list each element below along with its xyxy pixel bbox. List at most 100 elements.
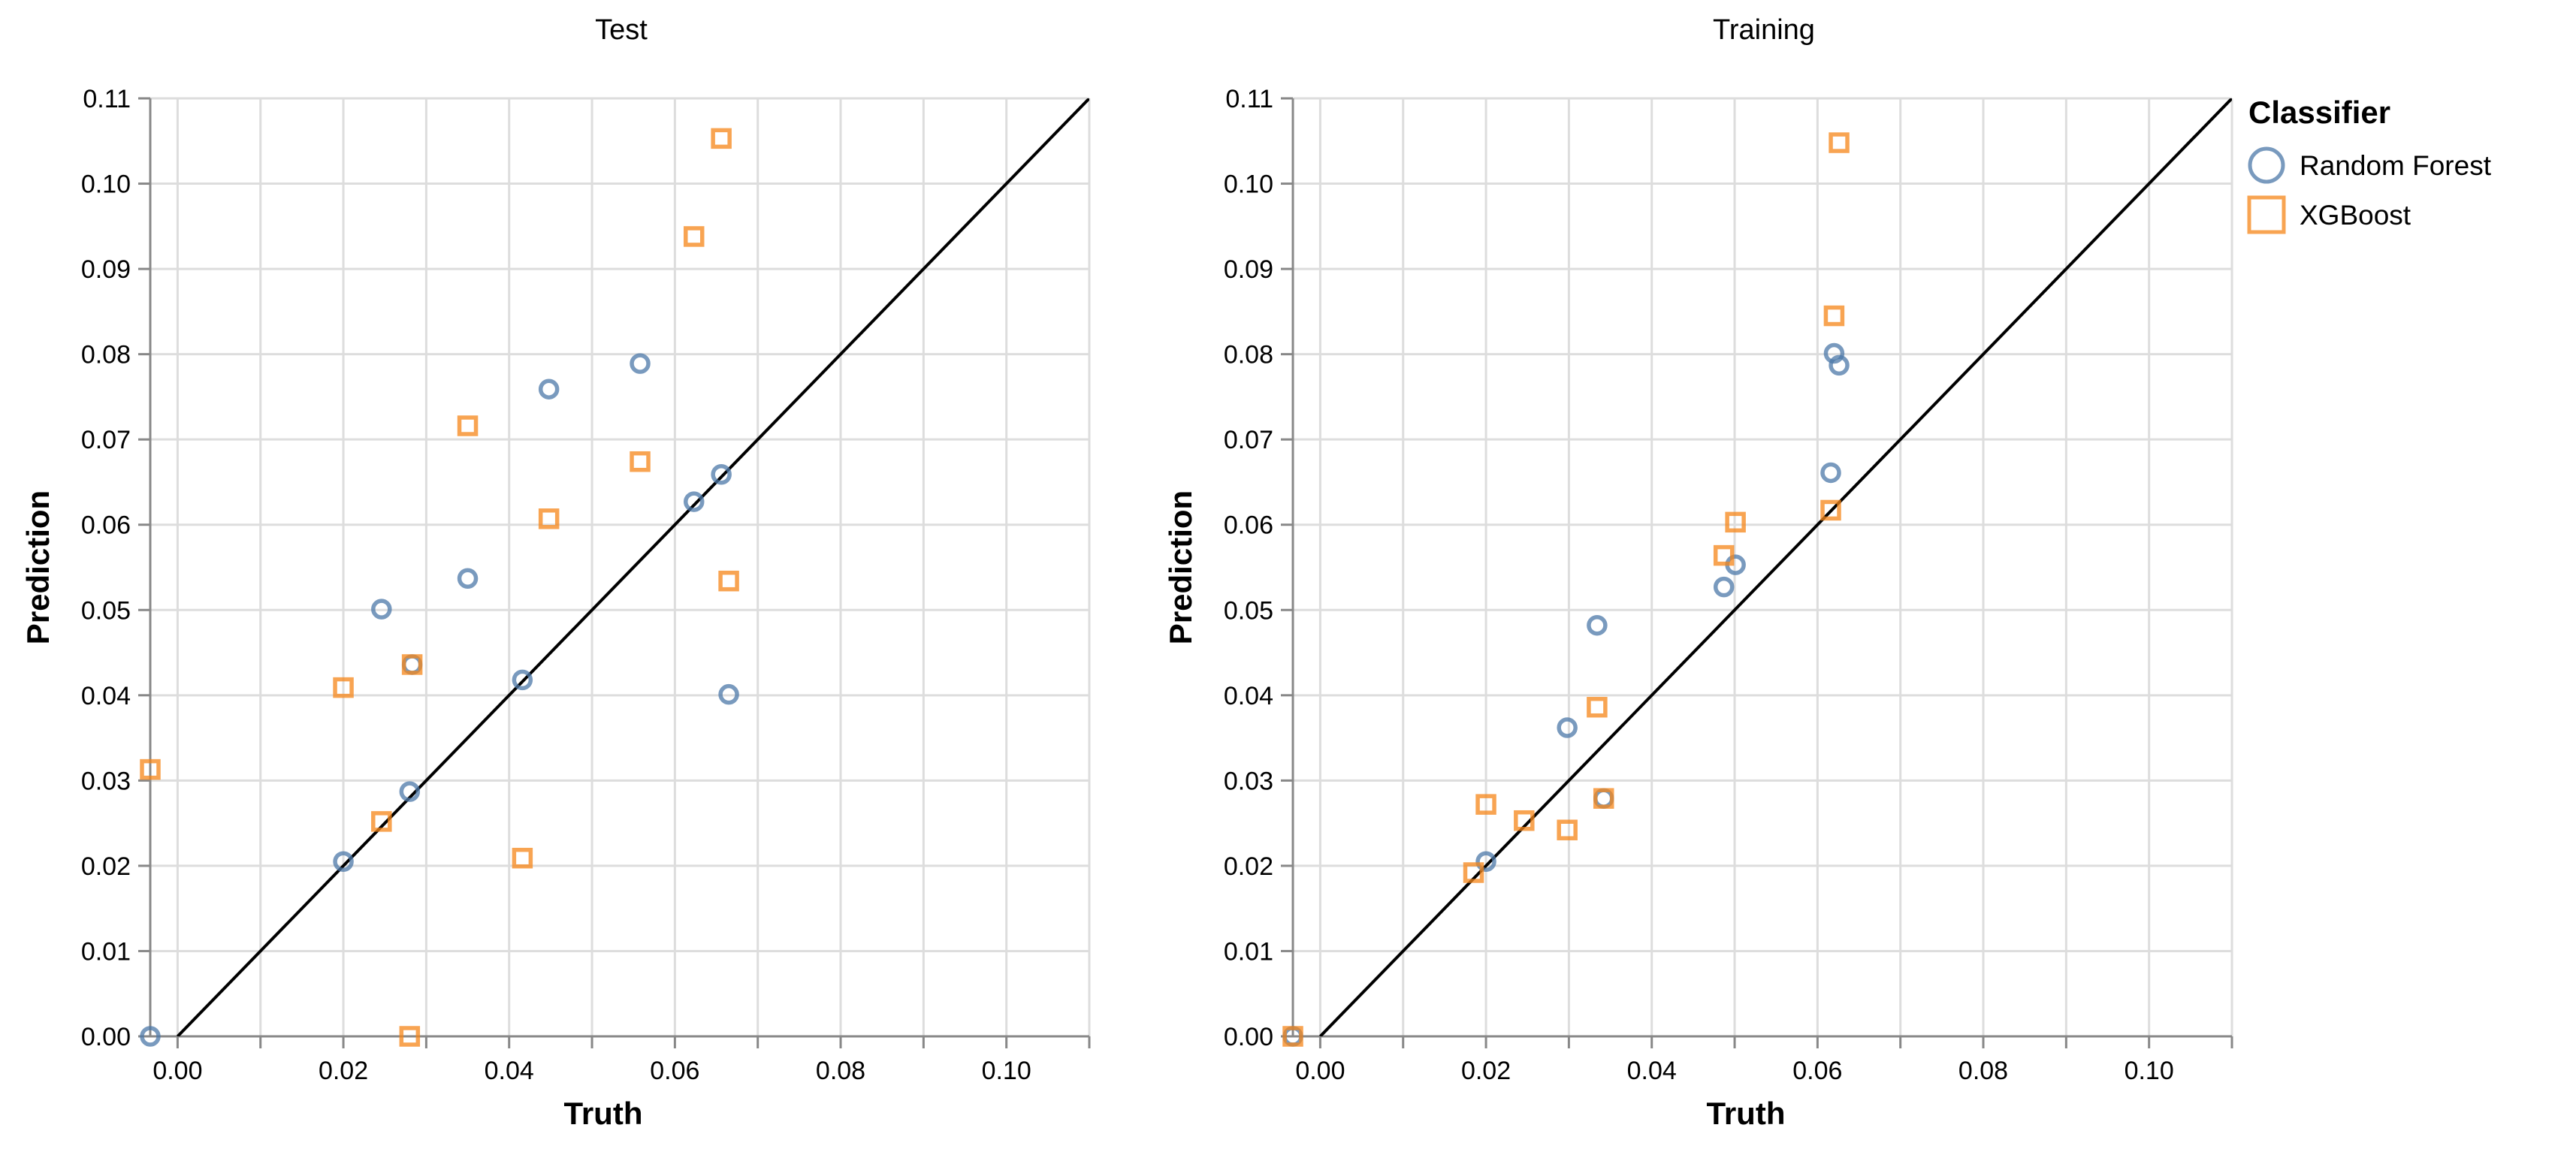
legend-title: Classifier [2248, 95, 2390, 130]
data-point [1587, 696, 1608, 718]
data-point [457, 568, 479, 590]
x-tick-label: 0.02 [1461, 1057, 1511, 1085]
data-point [1829, 132, 1850, 153]
x-tick-label: 0.04 [485, 1057, 534, 1085]
x-tick-label: 0.02 [319, 1057, 368, 1085]
y-axis-title: Prediction [20, 490, 56, 644]
identity-line [176, 98, 1089, 1036]
data-point [718, 570, 739, 592]
data-point [401, 654, 423, 675]
data-point [333, 677, 354, 698]
data-point [399, 1026, 421, 1047]
xgboost-square-icon [2247, 195, 2286, 234]
x-tick-label: 0.10 [982, 1057, 1031, 1085]
data-point [140, 758, 161, 780]
data-point [1557, 819, 1578, 840]
y-tick-label: 0.11 [1225, 85, 1273, 113]
legend-item-random-forest: Random Forest [2248, 146, 2492, 184]
x-tick-label: 0.06 [650, 1057, 699, 1085]
gridlines [150, 97, 1091, 1038]
y-tick-label: 0.03 [81, 767, 131, 795]
y-tick-label: 0.03 [1224, 767, 1273, 795]
y-tick-label: 0.00 [81, 1023, 131, 1051]
data-point [371, 599, 392, 620]
y-axis-title: Prediction [1163, 490, 1198, 644]
x-tick-label: 0.00 [153, 1057, 202, 1085]
y-tick-label: 0.04 [1224, 682, 1273, 710]
data-point [711, 463, 732, 485]
data-point [1823, 305, 1845, 327]
x-tick-label: 0.04 [1627, 1057, 1677, 1085]
data-point [333, 851, 354, 872]
identity-line [1318, 98, 2232, 1036]
y-tick-label: 0.01 [1224, 937, 1273, 966]
data-point [371, 811, 392, 832]
data-point [512, 669, 533, 691]
data-point [1282, 1026, 1303, 1047]
legend: Classifier Random Forest XGBoost [2247, 95, 2492, 234]
y-tick-label: 0.02 [1224, 852, 1273, 881]
y-tick-label: 0.08 [1224, 341, 1273, 369]
data-point [1713, 576, 1735, 598]
gridlines [1293, 97, 2233, 1038]
data-point [630, 451, 651, 472]
data-point [1829, 354, 1850, 376]
series-xgboost [1282, 132, 1850, 1047]
x-tick-label: 0.06 [1792, 1057, 1842, 1085]
panel-title: Test [595, 14, 648, 46]
data-point [538, 508, 560, 529]
data-point [512, 847, 533, 869]
y-tick-label: 0.10 [1224, 170, 1273, 199]
data-point [630, 353, 651, 374]
data-point [457, 415, 479, 436]
legend-items: Random Forest XGBoost [2247, 146, 2492, 234]
panel-training: 0.00 0.02 0.04 0.06 0.08 0.10 0.00 0.01 0.02 0.03… [1163, 14, 2233, 1131]
y-tick-label: 0.05 [1224, 596, 1273, 625]
data-point [718, 683, 739, 705]
data-point [1463, 862, 1484, 883]
data-point [1514, 810, 1535, 831]
x-axis-ticks: 0.00 0.02 0.04 0.06 0.08 0.10 [1295, 1036, 2233, 1085]
data-point [1475, 794, 1496, 815]
y-tick-label: 0.06 [81, 511, 131, 540]
data-point [1713, 544, 1735, 566]
y-tick-label: 0.02 [81, 852, 131, 881]
y-tick-label: 0.00 [1224, 1023, 1273, 1051]
data-point [1593, 788, 1614, 809]
y-tick-label: 0.08 [81, 341, 131, 369]
data-point [1820, 499, 1841, 521]
data-point [683, 226, 705, 247]
y-tick-label: 0.06 [1224, 511, 1273, 540]
data-point [1475, 851, 1496, 872]
data-point [1820, 462, 1841, 484]
panel-title: Training [1713, 14, 1815, 46]
x-axis-title: Truth [1707, 1096, 1786, 1131]
data-point [399, 781, 421, 802]
panel-test: 0.00 0.02 0.04 0.06 0.08 0.10 0.00 0.01 0.02 0.03… [20, 14, 1091, 1131]
x-axis-title: Truth [564, 1096, 643, 1131]
data-point [1557, 717, 1578, 738]
data-point [711, 128, 732, 149]
panels-layer: 0.00 0.02 0.04 0.06 0.08 0.10 0.00 0.01 0.02 0.03… [20, 14, 2233, 1131]
legend-label: XGBoost [2300, 200, 2411, 231]
data-point [1593, 788, 1614, 809]
x-tick-label: 0.10 [2125, 1057, 2174, 1085]
series-xgboost [140, 128, 739, 1047]
y-tick-label: 0.09 [81, 255, 131, 284]
y-tick-label: 0.04 [81, 682, 131, 710]
random-forest-circle-icon [2248, 146, 2285, 184]
y-tick-label: 0.10 [81, 170, 131, 199]
legend-label: Random Forest [2300, 150, 2492, 181]
y-tick-label: 0.07 [1224, 426, 1273, 454]
y-tick-label: 0.11 [83, 85, 131, 113]
data-point [140, 1026, 161, 1047]
data-point [538, 378, 560, 400]
x-tick-label: 0.08 [1958, 1057, 2008, 1085]
data-point [1587, 614, 1608, 636]
data-point [1823, 342, 1845, 364]
y-tick-label: 0.05 [81, 596, 131, 625]
data-point [401, 654, 423, 675]
y-axis-ticks: 0.00 0.01 0.02 0.03 0.04 0.05 0.06 0.07 0.08 0.09… [1224, 85, 1293, 1051]
